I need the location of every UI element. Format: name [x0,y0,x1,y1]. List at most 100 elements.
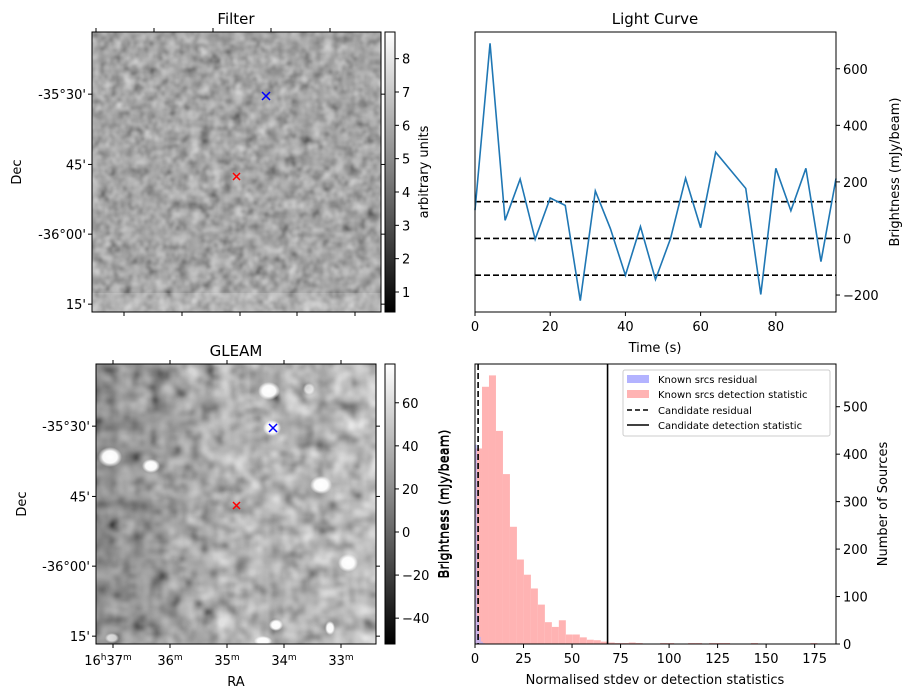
y-tick-label: 200 [843,543,868,558]
dec-tick-label: 15' [66,298,86,313]
histogram-frame [474,363,837,645]
histogram-bar-detection [593,640,601,644]
colorbar-tick-label: 0 [402,526,410,541]
legend-swatch-residual [627,375,649,383]
x-tick-label: 50 [564,652,581,667]
ra-tick-label: 35m [214,653,239,669]
y-tick-label: 200 [843,176,868,191]
gleam-source [98,447,122,467]
gleam-top-ticks [112,360,342,364]
colorbar-tick-label: 1 [402,286,410,301]
y-tick-label: −200 [843,289,879,304]
y-tick-label: 100 [843,591,868,606]
colorbar-tick-label: 5 [402,153,410,168]
histogram-bar-detection [628,642,636,644]
light-curve-panel: Light Curve 0 20 40 60 80 −200 0 200 400 600 Tim… [471,10,903,356]
gleam-source [310,476,332,494]
gleam-y-axis-label: Dec [15,491,30,516]
x-tick-label: 0 [471,320,479,335]
histogram-bar-detection [537,604,545,644]
histogram-x-ticks: 0 25 50 75 100 125 150 175 [471,644,827,667]
x-tick-label: 20 [542,320,559,335]
histogram-bar-detection [551,626,559,644]
gleam-image-frame [95,363,377,645]
histogram-left-y-axis-label: Brightness (mJy/beam) [438,430,453,579]
y-tick-label: 500 [843,401,868,416]
gleam-source [338,554,358,572]
x-tick-label: 60 [692,320,709,335]
colorbar-tick-label: 2 [402,253,410,268]
legend-box [622,369,831,437]
y-tick-label: 400 [843,119,868,134]
filter-candidate-marker [232,172,241,181]
legend-label-candidate-detection: Candidate detection statistic [658,421,802,432]
ra-tick-label: 34m [271,653,296,669]
x-tick-label: 40 [617,320,634,335]
histogram-bar-detection [495,430,503,644]
filter-known-source-marker [261,91,271,101]
histogram-bar-detection [502,474,510,644]
y-tick-label: 600 [843,63,868,78]
histogram-y-ticks: 0 100 200 300 400 500 [836,401,868,653]
legend-label-residual: Known srcs residual [658,375,757,386]
histogram-bar-detection [481,386,489,644]
filter-colorbar-ticks: 1 2 3 4 5 6 7 8 [395,53,410,301]
gleam-bright-sources [98,382,358,646]
x-tick-label: 0 [471,652,479,667]
legend-label-detection: Known srcs detection statistic [658,390,807,401]
filter-title: Filter [217,10,255,28]
colorbar-tick-label: 3 [402,219,410,234]
ra-tick-label: 33m [328,653,353,669]
histogram-bar-detection [572,634,580,644]
histogram-bar-detection [558,620,566,644]
filter-top-ticks [95,28,331,32]
colorbar-tick-label: 7 [402,86,410,101]
histogram-bar-detection [509,526,517,644]
histogram-bar-detection [523,574,531,644]
colorbar-tick-label: 40 [402,440,419,455]
x-tick-label: 125 [705,652,730,667]
light-curve-threshold-lines [475,200,836,277]
light-curve-y-axis-label: Brightness (mJy/beam) [888,98,903,247]
gleam-x-axis-label: RA [227,675,245,690]
dec-tick-label: 15' [70,630,90,645]
dec-tick-label: -35°30' [38,88,86,103]
dec-tick-label: -36°00' [38,228,86,243]
histogram-bar-detection [565,634,573,644]
x-tick-label: 150 [754,652,779,667]
gleam-source [142,459,160,473]
gleam-source [303,383,315,395]
filter-panel: Filter -35°30' 45' -36°00' 15' Dec 1 2 3 4 5 6 7 8… [10,10,432,316]
x-tick-label: 175 [802,652,827,667]
filter-image-bottom-band [92,293,381,312]
colorbar-tick-label: 4 [402,186,410,201]
filter-image-noise [92,32,381,312]
colorbar-tick-label: −40 [402,612,429,627]
dec-tick-label: 45' [70,490,90,505]
light-curve-title: Light Curve [612,10,698,28]
gleam-known-source-marker [268,423,278,433]
histogram-legend: Known srcs residual Known srcs detection… [622,369,831,437]
colorbar-tick-label: 60 [402,397,419,412]
legend-label-candidate-residual: Candidate residual [658,406,752,417]
light-curve-series-line [474,43,837,301]
gleam-title: GLEAM [210,342,263,360]
histogram-bar-detection [600,641,608,644]
gleam-colorbar-label: Brightness (mJy/beam) [437,430,452,579]
colorbar-tick-label: −20 [402,569,429,584]
x-tick-label: 100 [657,652,682,667]
dec-tick-label: -36°00' [42,560,90,575]
gleam-source [325,621,335,635]
y-tick-label: 400 [843,448,868,463]
histogram-bar-detection [579,637,587,644]
y-tick-label: 0 [843,638,851,653]
x-tick-label: 75 [612,652,629,667]
histogram-bar-detection [530,588,538,644]
gleam-colorbar-ticks: −40 −20 0 20 40 60 [395,397,429,627]
gleam-candidate-marker [232,501,241,510]
gleam-x-ticks: 16h37m 36m 35m 34m 33m [84,644,354,669]
y-tick-label: 0 [843,232,851,247]
histogram-right-y-axis-label: Number of Sources [876,442,891,567]
histogram-bar-residual [475,444,477,644]
